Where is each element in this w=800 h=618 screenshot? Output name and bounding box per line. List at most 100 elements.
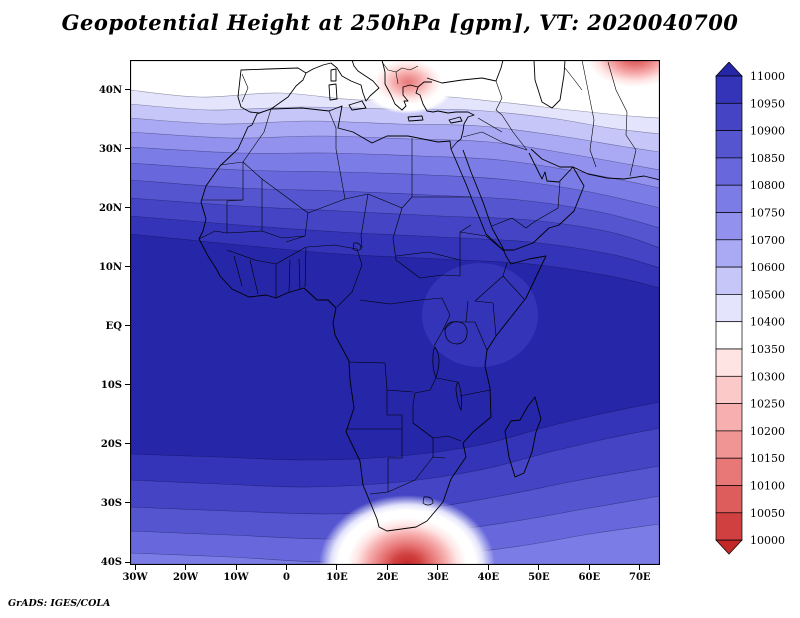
lon-tick: [588, 565, 590, 570]
coastline: [305, 60, 380, 102]
coastline: [198, 105, 547, 532]
colorbar-label: 10050: [750, 507, 785, 520]
colorbar-segment: [715, 130, 743, 159]
contour-band: [422, 263, 538, 367]
country-border: [226, 199, 244, 233]
colorbar-segment: [715, 184, 743, 213]
lat-tick-label: 30N: [98, 143, 122, 155]
country-border: [466, 321, 488, 351]
colorbar-label: 10300: [750, 370, 785, 383]
country-border: [386, 389, 414, 393]
contour-line: [130, 233, 660, 289]
lat-tick-label: 30S: [100, 497, 122, 509]
lon-tick: [386, 565, 388, 570]
colorbar-segment: [715, 512, 743, 541]
map-plot: [130, 60, 660, 565]
map-frame: [130, 60, 660, 565]
country-border: [344, 193, 413, 209]
contour-bands: [130, 90, 660, 565]
lon-tick-label: 30E: [427, 572, 449, 583]
lake-outline: [432, 346, 440, 380]
country-border: [387, 456, 446, 493]
colorbar-segment: [715, 457, 743, 486]
country-border: [459, 389, 491, 397]
country-border: [491, 217, 535, 229]
lon-tick: [437, 565, 439, 570]
country-border: [304, 246, 307, 288]
country-border: [477, 117, 503, 133]
lat-tick: [125, 266, 130, 268]
country-border: [306, 244, 358, 250]
contour-line: [130, 131, 660, 171]
lon-tick: [639, 565, 641, 570]
contour-line: [130, 179, 660, 229]
colorbar: 11000 10950 10900 10850 10800 10750 10700 10600…: [715, 62, 785, 555]
country-border: [462, 131, 528, 151]
plot-title: Geopotential Height at 250hPa [gpm], VT:…: [61, 10, 739, 35]
country-border: [433, 297, 451, 347]
country-border: [495, 80, 503, 116]
contour-line: [130, 117, 660, 153]
country-border: [348, 361, 388, 391]
lat-tick-label: 10N: [98, 261, 122, 273]
lon-tick-label: 10W: [223, 572, 249, 583]
country-border: [285, 212, 309, 243]
lat-tick-label: 10S: [100, 379, 122, 391]
country-border: [501, 114, 528, 151]
contour-line: [130, 197, 660, 249]
colorbar-label: 10350: [750, 343, 785, 356]
colorbar-label: 10800: [750, 179, 785, 192]
lon-tick-label: 0: [282, 572, 290, 583]
contour-line: [130, 162, 660, 209]
country-border: [249, 259, 259, 295]
country-borders: [198, 60, 637, 495]
coastline: [237, 67, 307, 114]
country-border: [198, 230, 228, 240]
coastline: [348, 100, 367, 111]
country-border: [412, 377, 437, 406]
country-border: [392, 207, 403, 261]
country-border: [432, 435, 462, 442]
country-border: [533, 181, 561, 223]
lon-tick: [285, 565, 287, 570]
country-border: [386, 390, 403, 429]
country-border: [219, 161, 244, 166]
coastline: [504, 396, 542, 478]
lat-tick: [125, 148, 130, 150]
lat-tick: [125, 384, 130, 386]
lake-outline: [455, 381, 462, 412]
country-border: [459, 231, 505, 252]
colorbar-cap-bottom: [715, 539, 743, 555]
country-border: [395, 71, 399, 85]
country-border: [387, 429, 403, 492]
country-border: [581, 60, 597, 168]
lat-tick: [125, 502, 130, 504]
country-border: [328, 110, 346, 200]
country-border: [474, 300, 494, 304]
coastline: [448, 116, 463, 124]
contour-band: [130, 524, 660, 565]
lon-tick-label: 20E: [376, 572, 399, 583]
lat-tick: [125, 443, 130, 445]
colorbar-segment: [715, 321, 743, 350]
colorbar-cap-top: [715, 62, 743, 77]
colorbar-segment: [715, 102, 743, 131]
lat-tick: [125, 89, 130, 91]
colorbar-label: 10750: [750, 207, 785, 220]
coastline: [330, 68, 337, 82]
country-border: [564, 67, 583, 91]
contour-line: [130, 401, 660, 461]
colorbar-segment: [715, 212, 743, 241]
country-border: [436, 377, 458, 383]
lat-tick-label: 20S: [100, 438, 122, 450]
source-note: GrADS: IGES/COLA: [8, 598, 111, 609]
colorbar-segment: [715, 266, 743, 295]
lon-tick: [538, 565, 540, 570]
coastline: [381, 60, 475, 143]
country-border: [298, 258, 301, 290]
colorbar-segment: [715, 348, 743, 377]
colorbar-label: 10600: [750, 261, 785, 274]
colorbar-segment: [715, 403, 743, 432]
country-border: [226, 246, 307, 265]
